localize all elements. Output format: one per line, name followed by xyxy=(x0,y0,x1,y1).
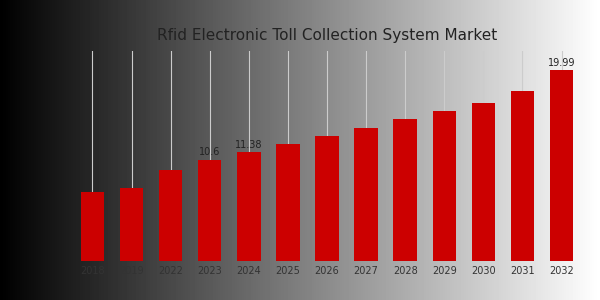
Bar xyxy=(433,111,456,261)
Bar xyxy=(198,160,221,261)
Bar xyxy=(394,119,417,261)
Bar xyxy=(276,144,299,261)
Bar xyxy=(237,152,260,261)
Text: 19.99: 19.99 xyxy=(548,58,575,68)
Bar xyxy=(159,170,182,261)
Bar xyxy=(120,188,143,261)
Title: Rfid Electronic Toll Collection System Market: Rfid Electronic Toll Collection System M… xyxy=(157,28,497,43)
Bar xyxy=(472,103,495,261)
Bar xyxy=(550,70,573,261)
Bar xyxy=(355,128,378,261)
Bar xyxy=(511,91,534,261)
Text: 10.6: 10.6 xyxy=(199,147,220,158)
Text: 11.38: 11.38 xyxy=(235,140,263,150)
Bar xyxy=(81,192,104,261)
Bar xyxy=(315,136,339,261)
